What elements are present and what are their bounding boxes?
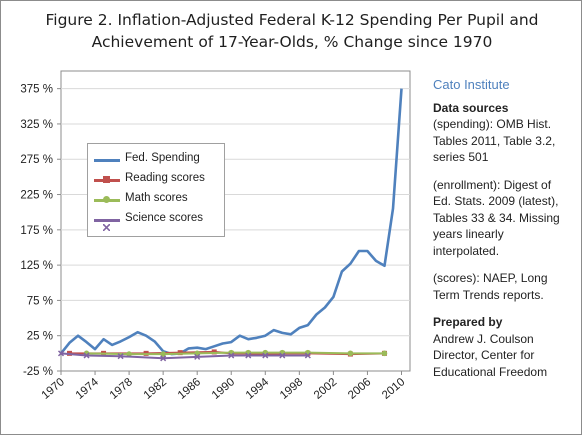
text-line: Andrew J. Coulson [433,331,534,346]
series-group [57,88,403,362]
data-point-science-scores [262,352,269,359]
data-point-science-scores [83,352,90,359]
text-line: (spending): OMB Hist. [433,117,552,131]
legend-marker-math [103,196,110,203]
legend-label-reading: Reading scores [125,172,205,184]
text-line: Director, Center for [433,348,535,362]
x-tick-label: 1986 [176,376,203,402]
sources-header: Data sources [433,100,509,115]
legend-item-science: Science scores [88,210,224,232]
data-point-math-scores [126,351,132,357]
title-line-1: Figure 2. Inflation-Adjusted Federal K-1… [45,11,539,29]
legend-label-fed-spending: Fed. Spending [125,152,200,164]
legend-label-science: Science scores [125,212,203,224]
x-tick-label: 1970 [40,376,67,402]
text-line: Term Trends reports. [433,287,544,302]
legend-label-math: Math scores [125,192,188,204]
x-tick-label: 1998 [278,376,305,402]
x-tick-label: 1974 [74,376,102,402]
y-tick-label: 175 % [20,225,53,237]
series-line-science-scores [60,352,308,360]
source-spending: (spending): OMB Hist. Tables 2011, Table… [433,116,579,166]
data-point-math-scores [160,351,166,357]
y-tick-label: 275 % [20,154,53,166]
legend-swatch-fed-spending [94,159,120,162]
data-point-reading-scores [177,350,183,356]
legend-item-reading: Reading scores [88,170,224,190]
text-line: Tables 2011, Table 3.2, [433,133,556,148]
y-tick-label: 375 % [20,84,53,96]
data-point-science-scores [228,352,235,359]
x-axis-ticks: 1970 1974 1978 1982 1986 1990 1994 1998 2002 2006… [40,371,407,402]
text-line: (enrollment): Digest of [433,177,552,192]
data-point-math-scores [347,350,354,357]
x-tick-label: 1990 [210,376,237,402]
y-tick-label: 125 % [20,260,53,272]
legend-swatch-science [94,219,120,222]
data-point-science-scores [160,355,167,362]
text-line: (scores): NAEP, Long [433,271,548,285]
data-point-science-scores [194,353,201,360]
legend-item-math: Math scores [88,190,224,210]
x-tick-label: 2010 [380,376,407,402]
sidebar-notes: Cato Institute Data sources (spending): … [433,77,579,380]
y-tick-label: 25 % [27,331,53,343]
legend-marker-science [102,216,111,232]
data-point-science-scores [304,352,311,359]
chart-title: Figure 2. Inflation-Adjusted Federal K-1… [1,9,582,53]
text-line: series 501 [433,150,489,164]
source-scores: (scores): NAEP, Long Term Trends reports… [433,270,579,303]
x-tick-label: 2002 [312,376,339,402]
data-point-math-scores [381,350,388,357]
text-line: Ed. Stats. 2009 (latest), [433,194,559,208]
prepared-by: Andrew J. Coulson Director, Center for E… [433,331,579,381]
y-tick-label: -25 % [23,366,53,378]
y-tick-label: 225 % [20,190,53,202]
data-point-science-scores [279,352,286,359]
org-name: Cato Institute [433,77,510,92]
x-tick-label: 2006 [346,376,373,402]
data-point-science-scores [57,350,65,357]
y-axis-ticks: -25 % 25 % 75 % 125 % 175 % 225 % 275 % 325 % 37… [20,84,61,378]
title-line-2: Achievement of 17-Year-Olds, % Change si… [91,33,493,51]
source-enrollment: (enrollment): Digest of Ed. Stats. 2009 … [433,177,579,260]
text-line: years linearly [433,227,504,241]
series-line-fed-spending [59,88,403,356]
x-tick-label: 1994 [244,376,272,402]
legend: Fed. Spending Reading scores Math scores… [87,143,225,237]
data-point-science-scores [117,353,124,360]
legend-item-fed-spending: Fed. Spending [88,150,224,170]
text-line: interpolated. [433,243,500,258]
data-point-science-scores [245,352,252,359]
x-tick-label: 1982 [142,376,169,402]
y-tick-label: 325 % [20,119,53,131]
x-tick-label: 1978 [108,376,135,402]
legend-marker-reading [103,176,110,183]
prepared-header: Prepared by [433,315,503,329]
y-tick-label: 75 % [27,295,53,307]
text-line: Tables 33 & 34. Missing [433,210,560,225]
text-line: Educational Freedom [433,364,548,379]
legend-cross-icon [102,223,111,232]
data-point-reading-scores [211,349,217,355]
